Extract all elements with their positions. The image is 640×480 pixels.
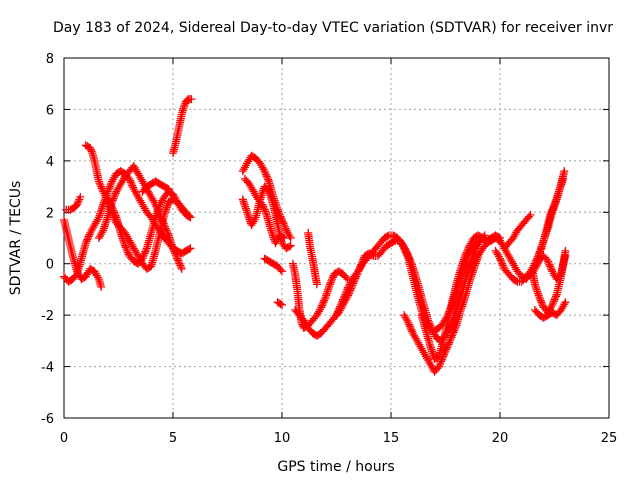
y-tick-label: 6 (46, 103, 54, 118)
marker-trace (62, 192, 85, 214)
marker-trace (273, 298, 286, 309)
series-s13 (273, 298, 286, 309)
y-tick-label: 2 (46, 206, 54, 221)
data-marks (60, 95, 570, 376)
axis-ticks: 0 5 10 15 20 25 -6 -4 -2 0 2 4 6 8 (41, 52, 617, 446)
series-s12 (260, 254, 286, 276)
marker-trace (530, 298, 570, 322)
series-s20 (491, 167, 569, 286)
y-tick-label: -2 (41, 309, 54, 324)
series-s23 (530, 298, 570, 322)
marker-trace (94, 162, 186, 273)
chart-title: Day 183 of 2024, Sidereal Day-to-day VTE… (53, 20, 613, 36)
marker-trace (238, 182, 295, 253)
x-tick-label: 20 (492, 431, 509, 446)
series-s3 (62, 192, 85, 214)
x-tick-label: 10 (274, 431, 291, 446)
marker-trace (60, 167, 195, 286)
series-s11 (240, 174, 289, 248)
x-axis-label: GPS time / hours (277, 459, 394, 475)
y-tick-label: 4 (46, 155, 54, 170)
series-s24 (533, 174, 568, 263)
y-tick-label: -6 (41, 412, 54, 427)
marker-trace (240, 174, 289, 248)
y-tick-label: 8 (46, 52, 54, 67)
marker-trace (500, 210, 535, 253)
x-tick-label: 0 (60, 431, 68, 446)
x-tick-label: 5 (169, 431, 177, 446)
marker-trace (304, 228, 321, 289)
series-s16 (304, 228, 321, 289)
series-s6 (103, 187, 195, 268)
y-axis-label: SDTVAR / TECUs (8, 181, 24, 296)
marker-trace (417, 231, 504, 363)
marker-trace (491, 167, 569, 286)
marker-trace (260, 254, 286, 276)
y-tick-label: 0 (46, 258, 54, 273)
marker-trace (103, 187, 195, 268)
series-s5 (94, 162, 186, 273)
series-s21 (500, 210, 535, 253)
series-s10 (238, 182, 295, 253)
plot-frame (63, 57, 610, 419)
x-tick-label: 15 (383, 431, 400, 446)
series-s7 (138, 177, 173, 196)
series-s19 (417, 231, 504, 363)
marker-trace (169, 95, 196, 158)
y-tick-label: -4 (41, 361, 54, 376)
marker-trace (138, 177, 173, 196)
x-tick-label: 25 (601, 431, 618, 446)
series-s8 (169, 95, 196, 158)
marker-trace (533, 174, 568, 263)
series-s2 (60, 167, 195, 286)
